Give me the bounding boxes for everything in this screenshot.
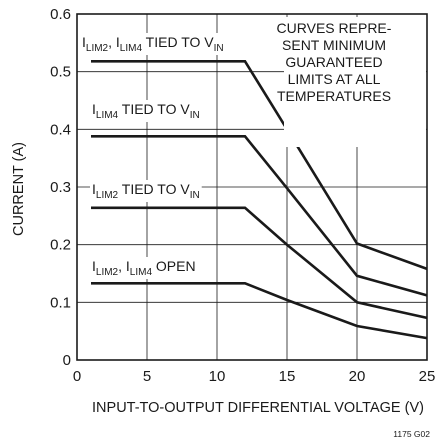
note-line: SENT MINIMUM xyxy=(282,37,386,53)
series-label-2: ILIM4 TIED TO VIN xyxy=(90,100,202,122)
y-tick-label: 0.4 xyxy=(50,121,71,138)
series-label-background xyxy=(80,33,226,55)
x-tick-label: 20 xyxy=(349,368,366,385)
label-part: TIED TO V xyxy=(142,34,214,50)
x-tick-label: 15 xyxy=(279,368,296,385)
label-part: TIED TO V xyxy=(118,101,190,117)
note-line: GUARANTEED xyxy=(285,54,382,70)
label-part: TIED TO V xyxy=(118,181,190,197)
series-line-2 xyxy=(91,135,428,297)
x-axis-ticks: 0 5 10 15 20 25 xyxy=(73,368,436,385)
note-line: CURVES REPRE- xyxy=(277,20,392,36)
label-subscript: LIM2 xyxy=(86,43,109,54)
x-tick-label: 0 xyxy=(73,368,81,385)
series-label-1: ILIM2, ILIM4 TIED TO VIN xyxy=(80,33,226,55)
series-label-background xyxy=(90,180,202,202)
x-tick-label: 5 xyxy=(143,368,151,385)
series-label-text: ILIM2 TIED TO VIN xyxy=(92,181,200,201)
y-axis-title: CURRENT (A) xyxy=(11,142,27,236)
y-tick-label: 0.5 xyxy=(50,64,71,81)
label-part: OPEN xyxy=(152,258,196,274)
y-tick-label: 0.1 xyxy=(50,294,71,311)
label-subscript: LIM4 xyxy=(120,43,143,54)
label-subscript: IN xyxy=(190,110,200,121)
note-line: LIMITS AT ALL xyxy=(288,71,381,87)
label-part: , I xyxy=(108,34,120,50)
label-part: I xyxy=(92,258,96,274)
y-tick-label: 0 xyxy=(63,352,71,369)
temperature-note: CURVES REPRE-SENT MINIMUMGUARANTEEDLIMIT… xyxy=(277,20,392,104)
y-tick-label: 0.2 xyxy=(50,237,71,254)
figure-id: 1175 G02 xyxy=(393,429,430,439)
series-label-text: ILIM2, ILIM4 OPEN xyxy=(92,258,196,278)
series-lines xyxy=(91,60,428,340)
series-line-3 xyxy=(91,206,428,320)
series-label-3: ILIM2 TIED TO VIN xyxy=(90,180,202,202)
series-label-background xyxy=(90,100,202,122)
plot-frame xyxy=(76,13,428,361)
label-subscript: LIM2 xyxy=(96,267,119,278)
label-subscript: LIM4 xyxy=(96,110,119,121)
y-tick-label: 0.6 xyxy=(50,6,71,23)
series-label-4: ILIM2, ILIM4 OPEN xyxy=(90,257,198,279)
label-part: I xyxy=(92,101,96,117)
label-subscript: LIM2 xyxy=(96,190,119,201)
label-part: I xyxy=(82,34,86,50)
label-part: , I xyxy=(118,258,130,274)
y-axis-ticks: 0 0.1 0.2 0.3 0.4 0.5 0.6 xyxy=(50,6,71,369)
series-label-background xyxy=(90,257,198,279)
y-tick-label: 0.3 xyxy=(50,179,71,196)
x-axis-title: INPUT-TO-OUTPUT DIFFERENTIAL VOLTAGE (V) xyxy=(92,400,424,416)
x-tick-label: 25 xyxy=(419,368,436,385)
label-subscript: IN xyxy=(190,190,200,201)
series-label-text: ILIM4 TIED TO VIN xyxy=(92,101,200,121)
label-subscript: LIM4 xyxy=(130,267,153,278)
series-label-text: ILIM2, ILIM4 TIED TO VIN xyxy=(82,34,224,54)
label-part: I xyxy=(92,181,96,197)
series-line-4 xyxy=(91,282,428,340)
note-background xyxy=(284,17,426,147)
x-tick-label: 10 xyxy=(209,368,226,385)
label-subscript: IN xyxy=(214,43,224,54)
note-line: TEMPERATURES xyxy=(277,88,391,104)
